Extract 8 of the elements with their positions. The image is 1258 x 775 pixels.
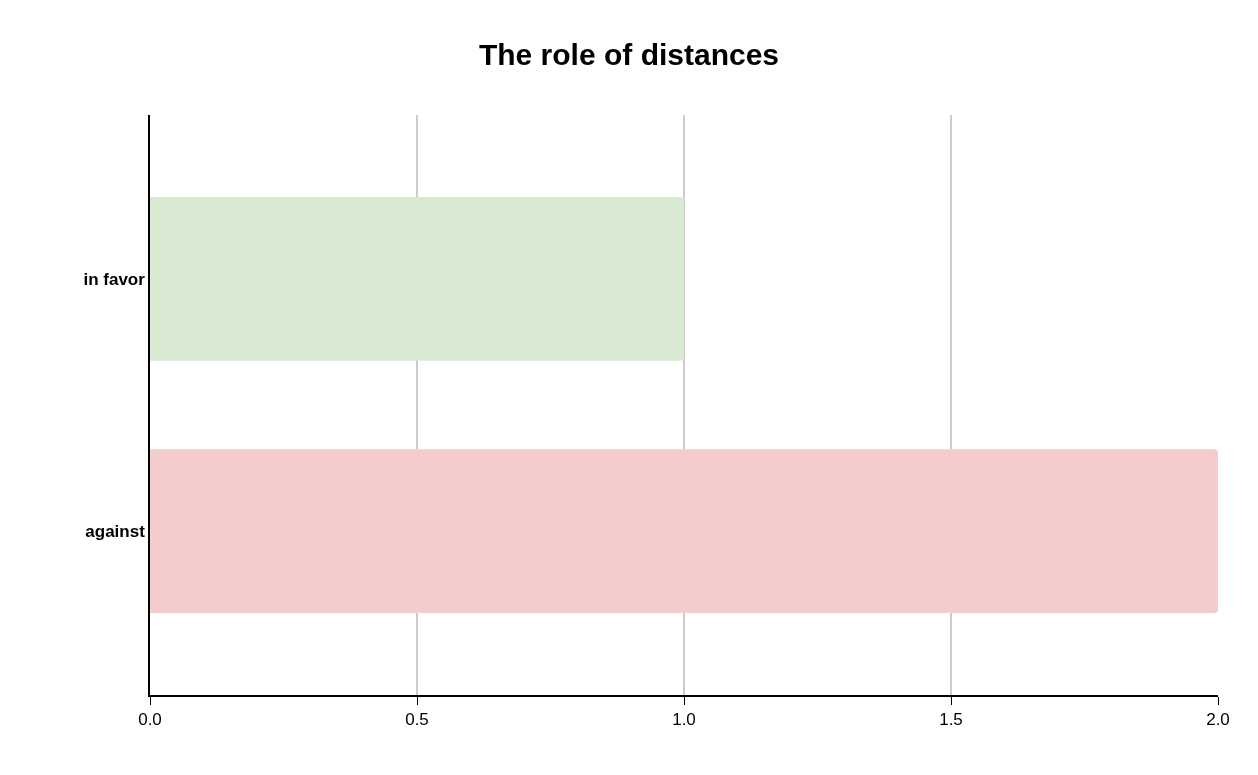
x-tick-label: 1.0: [672, 710, 696, 730]
y-tick-label: against: [85, 522, 146, 542]
x-tick-label: 0.0: [138, 710, 162, 730]
chart-title: The role of distances: [478, 37, 780, 71]
x-tick-label: 1.5: [939, 710, 963, 730]
x-tick-label: 2.0: [1206, 710, 1230, 730]
y-tick-label: in favor: [83, 269, 146, 289]
x-tick-label: 0.5: [405, 710, 429, 730]
